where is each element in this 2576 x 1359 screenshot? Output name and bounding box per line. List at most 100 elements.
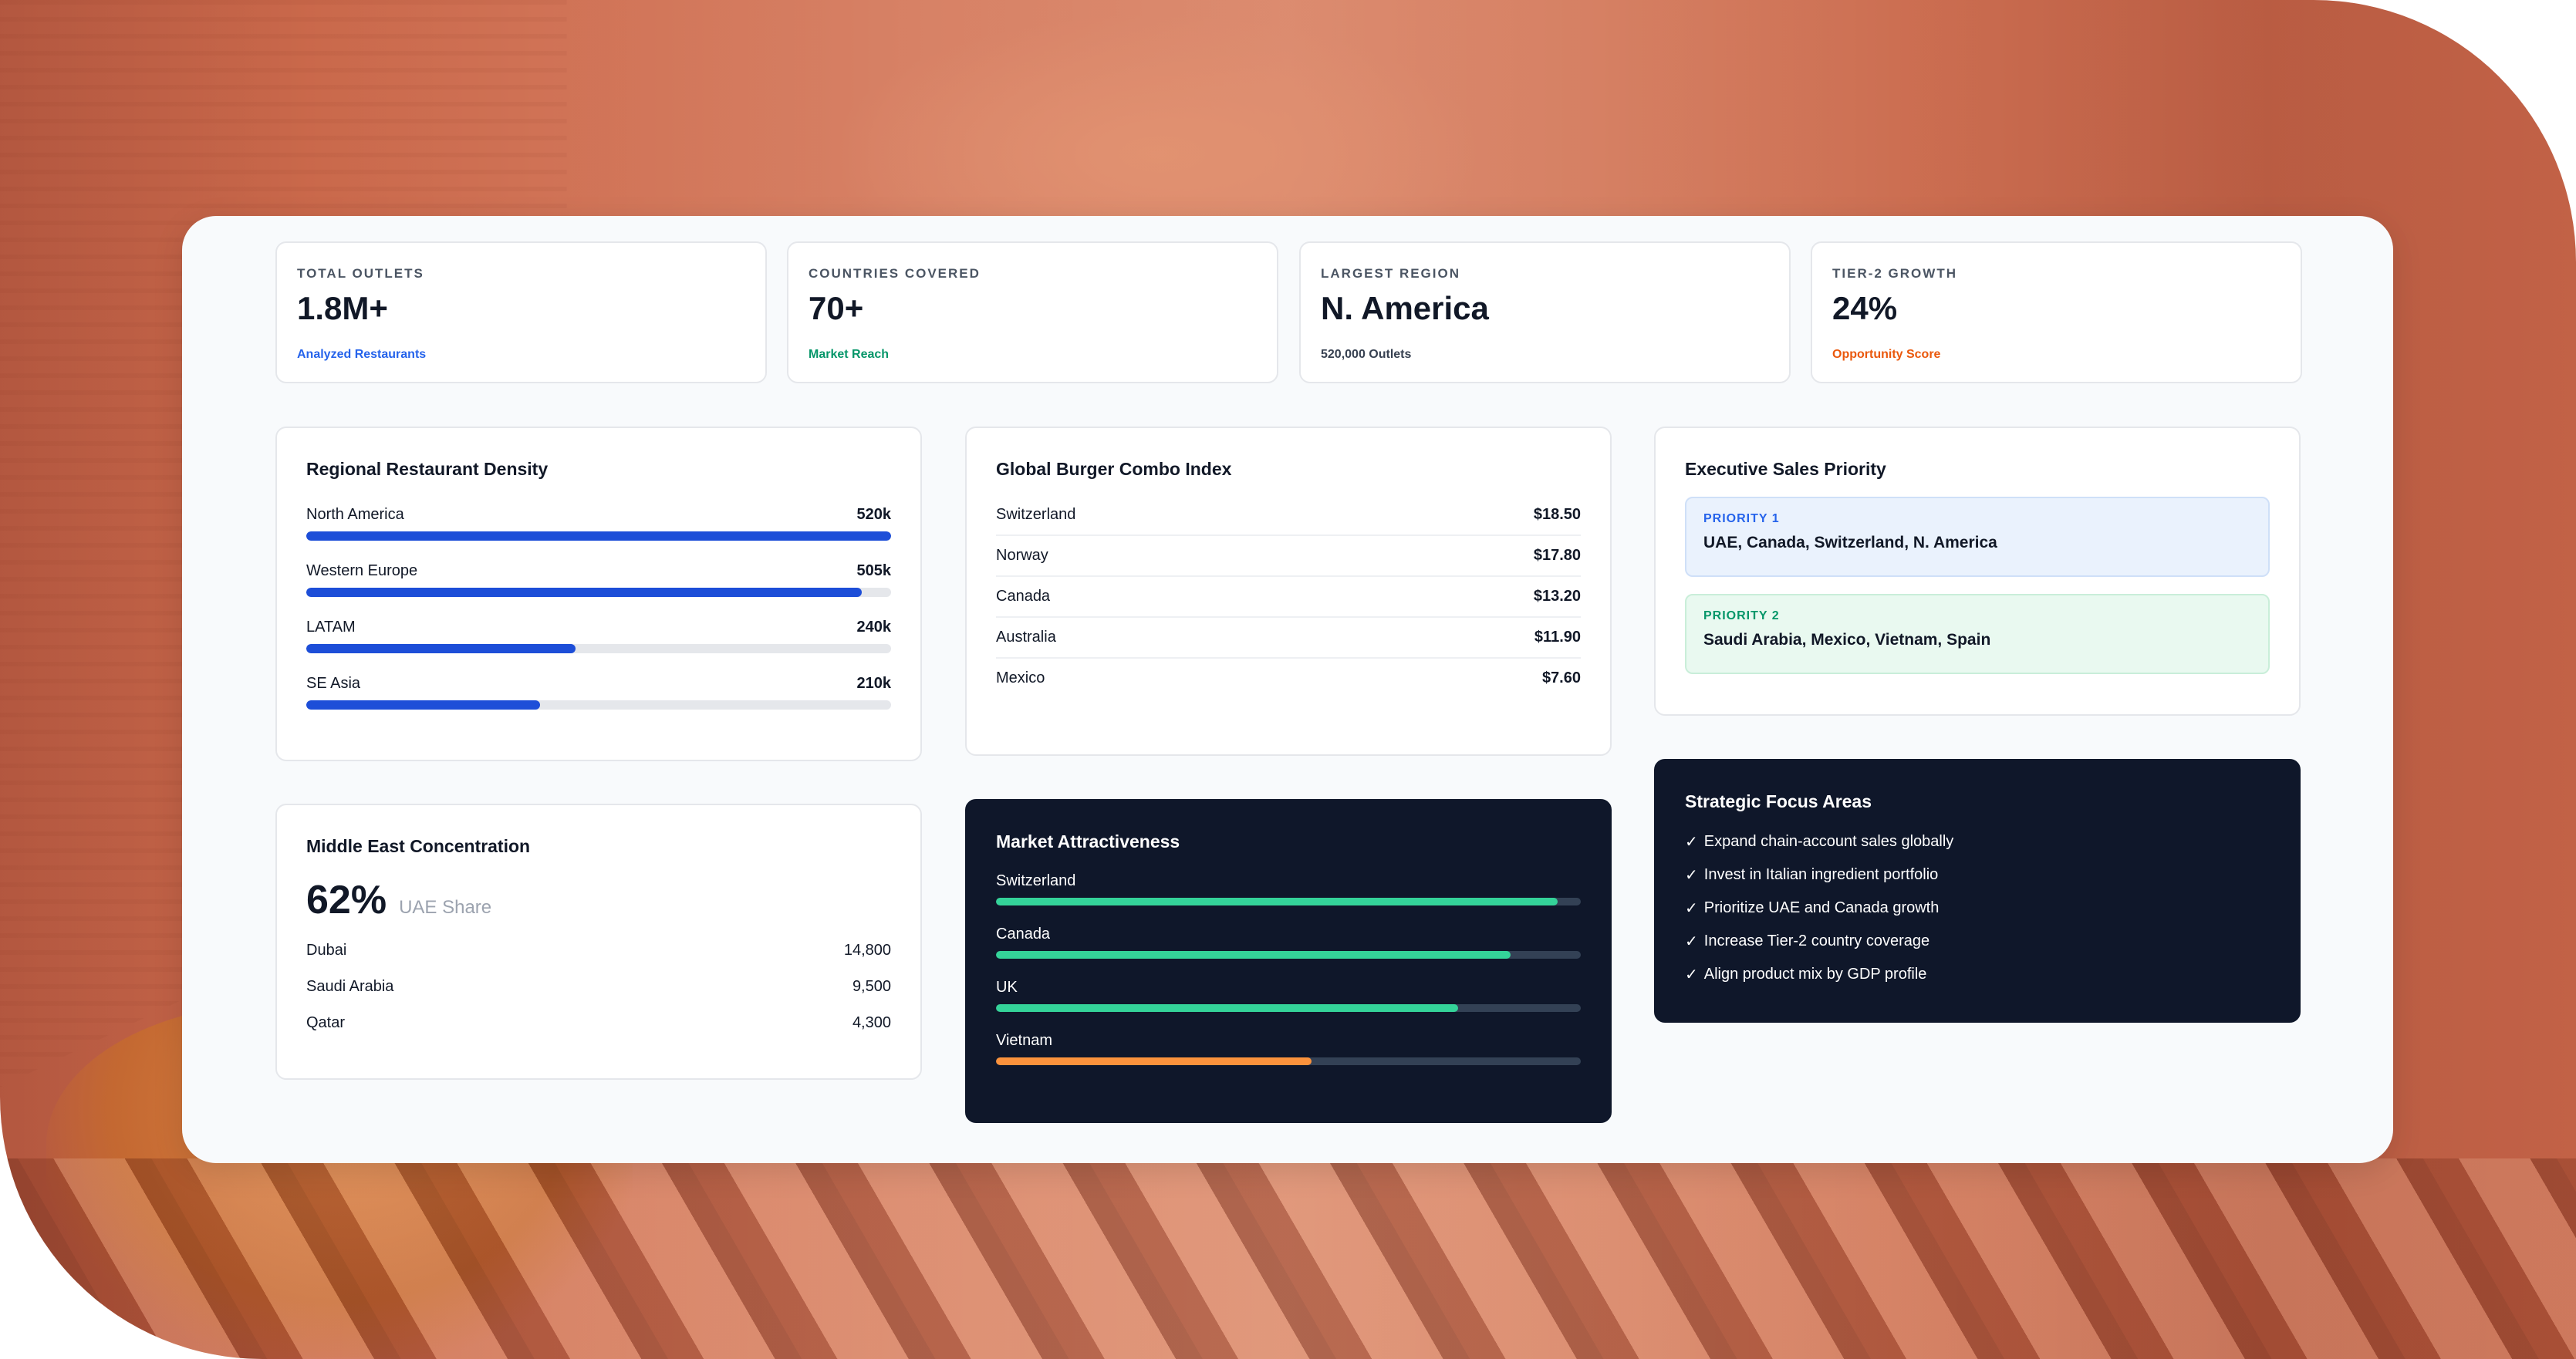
price-value: $13.20 xyxy=(1533,588,1581,605)
kpi-label: TOTAL OUTLETS xyxy=(297,266,424,281)
region-name: North America xyxy=(306,506,404,523)
strategic-focus-card: Strategic Focus Areas ✓ Expand chain-acco… xyxy=(1654,759,2301,1023)
country-name: Norway xyxy=(996,547,1048,564)
kpi-card-tier2-growth: TIER-2 GROWTH 24% Opportunity Score xyxy=(1811,241,2302,383)
progress-fill xyxy=(996,1004,1458,1012)
progress-track xyxy=(996,951,1581,959)
city-name: Saudi Arabia xyxy=(306,978,394,995)
checkmark-icon: ✓ xyxy=(1685,900,1698,917)
kpi-label: COUNTRIES COVERED xyxy=(809,266,981,281)
density-bar-row: SE Asia 210k xyxy=(306,675,891,710)
country-name: Mexico xyxy=(996,669,1045,686)
focus-list: ✓ Expand chain-account sales globally ✓ Inv… xyxy=(1685,832,2270,984)
priority-label: PRIORITY 1 xyxy=(1703,512,1780,525)
city-value: 9,500 xyxy=(852,978,891,995)
region-name: Western Europe xyxy=(306,562,418,579)
card-title: Market Attractiveness xyxy=(996,831,1180,851)
city-value: 14,800 xyxy=(843,942,891,959)
regional-density-card: Regional Restaurant Density North Americ… xyxy=(275,427,922,761)
density-bar-row: Western Europe 505k xyxy=(306,562,891,597)
kpi-label: LARGEST REGION xyxy=(1321,266,1461,281)
price-row: Canada $13.20 xyxy=(996,577,1581,618)
city-value: 4,300 xyxy=(852,1014,891,1031)
region-name: LATAM xyxy=(306,619,356,636)
focus-text: Expand chain-account sales globally xyxy=(1703,833,1954,850)
uae-share-stat: 62% UAE Share xyxy=(306,877,891,923)
region-value: 240k xyxy=(856,619,892,636)
country-name: Switzerland xyxy=(996,506,1076,523)
checkmark-icon: ✓ xyxy=(1685,867,1698,884)
middle-east-card: Middle East Concentration 62% UAE Share … xyxy=(275,804,922,1080)
focus-list-item: ✓ Align product mix by GDP profile xyxy=(1685,965,2270,984)
focus-text: Align product mix by GDP profile xyxy=(1703,966,1927,983)
kpi-card-total-outlets: TOTAL OUTLETS 1.8M+ Analyzed Restaurants xyxy=(275,241,767,383)
burger-index-card: Global Burger Combo Index Switzerland $18… xyxy=(965,427,1612,756)
density-bar-row: North America 520k xyxy=(306,506,891,541)
price-value: $11.90 xyxy=(1534,629,1581,646)
priority-text: UAE, Canada, Switzerland, N. America xyxy=(1703,534,1997,551)
progress-track xyxy=(996,1057,1581,1065)
progress-track xyxy=(306,531,891,541)
card-title: Global Burger Combo Index xyxy=(996,459,1232,479)
region-value: 520k xyxy=(856,506,892,523)
region-name: SE Asia xyxy=(306,675,361,692)
stat-label: UAE Share xyxy=(399,897,492,918)
city-row: Saudi Arabia 9,500 xyxy=(306,978,891,996)
market-name: Switzerland xyxy=(996,872,1076,889)
progress-track xyxy=(306,644,891,653)
price-value: $18.50 xyxy=(1533,506,1581,523)
kpi-subtext: Analyzed Restaurants xyxy=(297,348,427,361)
progress-track xyxy=(996,1004,1581,1012)
kpi-subtext: Market Reach xyxy=(809,348,890,361)
focus-text: Prioritize UAE and Canada growth xyxy=(1703,899,1940,916)
progress-track xyxy=(996,898,1581,905)
price-value: $7.60 xyxy=(1541,669,1581,686)
bar-header: Western Europe 505k xyxy=(306,562,891,580)
progress-fill xyxy=(306,644,576,653)
priority-2-box: PRIORITY 2 Saudi Arabia, Mexico, Vietnam… xyxy=(1685,594,2270,674)
city-list: Dubai 14,800 Saudi Arabia 9,500 Qatar 4,300 xyxy=(306,942,891,1032)
progress-fill xyxy=(306,588,863,597)
market-name: Vietnam xyxy=(996,1032,1053,1049)
attractiveness-bar-row: Canada xyxy=(996,926,1581,959)
progress-fill xyxy=(306,700,541,710)
focus-list-item: ✓ Prioritize UAE and Canada growth xyxy=(1685,899,2270,918)
kpi-value: N. America xyxy=(1321,290,1489,326)
focus-list-item: ✓ Increase Tier-2 country coverage xyxy=(1685,932,2270,951)
checkmark-icon: ✓ xyxy=(1685,933,1698,950)
city-name: Dubai xyxy=(306,942,347,959)
country-name: Australia xyxy=(996,629,1056,646)
stat-value: 62% xyxy=(306,878,387,922)
focus-text: Invest in Italian ingredient portfolio xyxy=(1703,866,1939,883)
checkmark-icon: ✓ xyxy=(1685,834,1698,851)
kpi-card-largest-region: LARGEST REGION N. America 520,000 Outlet… xyxy=(1299,241,1791,383)
progress-fill xyxy=(996,898,1558,905)
bar-header: SE Asia 210k xyxy=(306,675,891,693)
card-title: Middle East Concentration xyxy=(306,836,531,856)
kpi-value: 70+ xyxy=(809,290,864,326)
attractiveness-bar-row: UK xyxy=(996,979,1581,1012)
region-value: 505k xyxy=(856,562,892,579)
attractiveness-bar-row: Vietnam xyxy=(996,1032,1581,1065)
card-title: Executive Sales Priority xyxy=(1685,459,1886,479)
kpi-value: 1.8M+ xyxy=(297,290,388,326)
bar-header: North America 520k xyxy=(306,506,891,524)
market-name: UK xyxy=(996,979,1018,996)
market-name: Canada xyxy=(996,926,1051,943)
kpi-label: TIER-2 GROWTH xyxy=(1832,266,1957,281)
priority-label: PRIORITY 2 xyxy=(1703,609,1780,622)
burger-price-list: Switzerland $18.50 Norway $17.80 Canada $13.2… xyxy=(996,495,1581,698)
price-row: Switzerland $18.50 xyxy=(996,495,1581,536)
market-attractiveness-card: Market Attractiveness Switzerland Canada U… xyxy=(965,799,1612,1123)
bar-header: LATAM 240k xyxy=(306,619,891,636)
sales-priority-card: Executive Sales Priority PRIORITY 1 UAE,… xyxy=(1654,427,2301,716)
progress-fill xyxy=(996,1057,1312,1065)
price-value: $17.80 xyxy=(1533,547,1581,564)
checkmark-icon: ✓ xyxy=(1685,966,1698,983)
kpi-subtext: 520,000 Outlets xyxy=(1321,348,1412,361)
region-value: 210k xyxy=(856,675,892,692)
progress-track xyxy=(306,700,891,710)
focus-list-item: ✓ Expand chain-account sales globally xyxy=(1685,832,2270,851)
priority-1-box: PRIORITY 1 UAE, Canada, Switzerland, N. … xyxy=(1685,497,2270,577)
kpi-value: 24% xyxy=(1832,290,1898,326)
